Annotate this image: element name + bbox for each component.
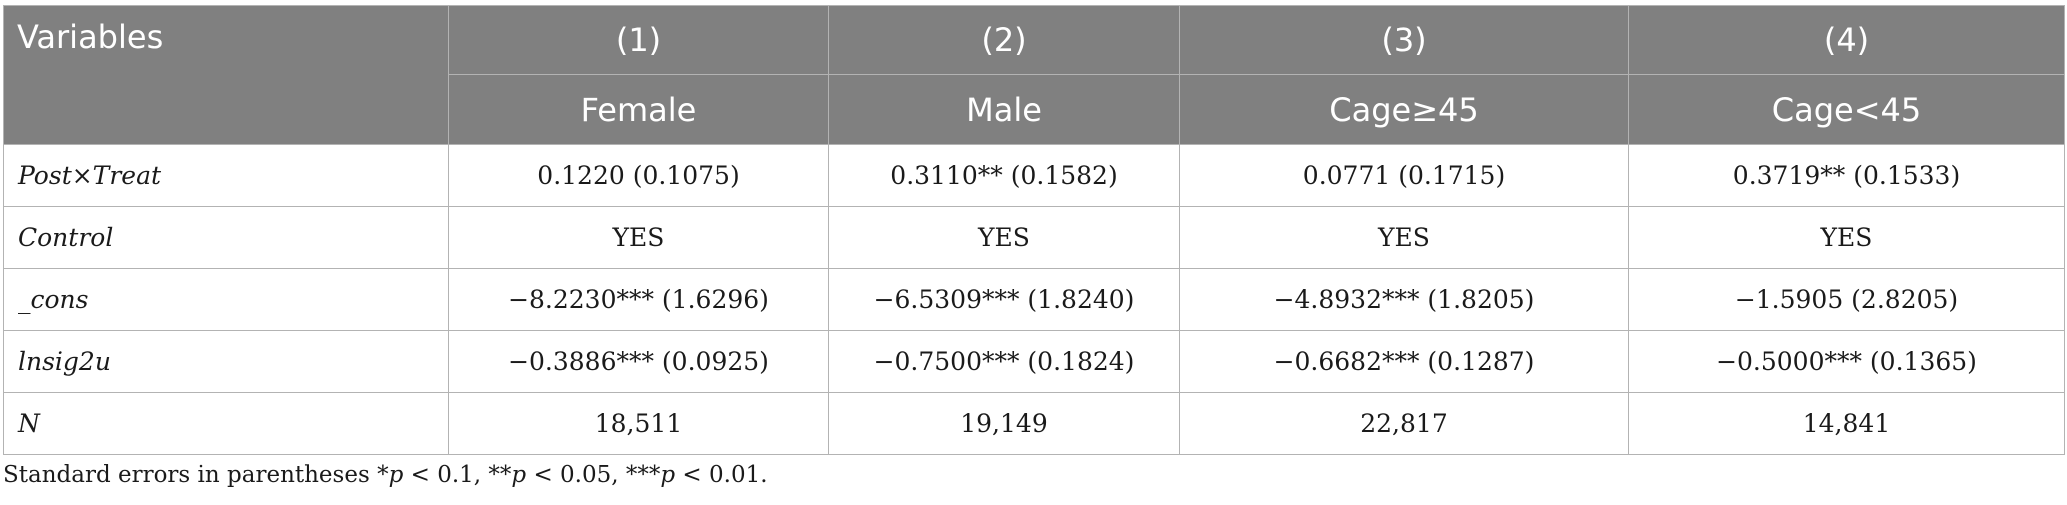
table-row: N 18,511 19,149 22,817 14,841 bbox=[3, 392, 2065, 455]
model-2-header: (2) bbox=[828, 5, 1180, 75]
table-cell: 0.3110** (0.1582) bbox=[828, 144, 1180, 207]
model-4-header: (4) bbox=[1628, 5, 2065, 75]
table-cell: 0.0771 (0.1715) bbox=[1179, 144, 1629, 207]
model-3-header: (3) bbox=[1179, 5, 1629, 75]
table-cell: −1.5905 (2.8205) bbox=[1628, 268, 2065, 331]
row-label: Post×Treat bbox=[3, 144, 449, 207]
table-cell: −8.2230*** (1.6296) bbox=[448, 268, 829, 331]
row-label: lnsig2u bbox=[3, 330, 449, 393]
subgroup-cage-ge45-header: Cage≥45 bbox=[1179, 74, 1629, 145]
subgroup-cage-lt45-header: Cage<45 bbox=[1628, 74, 2065, 145]
footnote-p-symbol: p bbox=[511, 462, 527, 488]
table-cell: YES bbox=[1179, 206, 1629, 269]
table-row: Post×Treat 0.1220 (0.1075) 0.3110** (0.1… bbox=[3, 144, 2065, 207]
table-footnote: Standard errors in parentheses *p < 0.1,… bbox=[3, 462, 768, 488]
table-cell: 19,149 bbox=[828, 392, 1180, 455]
table-cell: −0.5000*** (0.1365) bbox=[1628, 330, 2065, 393]
table-row: lnsig2u −0.3886*** (0.0925) −0.7500*** (… bbox=[3, 330, 2065, 393]
table-cell: −4.8932*** (1.8205) bbox=[1179, 268, 1629, 331]
footnote-p-symbol: p bbox=[660, 462, 676, 488]
table-row: Control YES YES YES YES bbox=[3, 206, 2065, 269]
subgroup-female-header: Female bbox=[448, 74, 829, 145]
row-label: _cons bbox=[3, 268, 449, 331]
table-cell: 22,817 bbox=[1179, 392, 1629, 455]
subgroup-male-header: Male bbox=[828, 74, 1180, 145]
row-label: N bbox=[3, 392, 449, 455]
regression-table: Variables (1) (2) (3) (4) Female Male Ca… bbox=[3, 5, 2065, 455]
footnote-text: < 0.01. bbox=[675, 462, 768, 488]
header-row-model-numbers: Variables (1) (2) (3) (4) bbox=[3, 5, 2065, 145]
table-cell: YES bbox=[448, 206, 829, 269]
variables-header: Variables bbox=[3, 5, 449, 145]
table-cell: −0.7500*** (0.1824) bbox=[828, 330, 1180, 393]
table-cell: −6.5309*** (1.8240) bbox=[828, 268, 1180, 331]
table-cell: −0.6682*** (0.1287) bbox=[1179, 330, 1629, 393]
table-cell: 0.1220 (0.1075) bbox=[448, 144, 829, 207]
table-cell: YES bbox=[828, 206, 1180, 269]
footnote-lead: Standard errors in parentheses * bbox=[3, 462, 389, 488]
footnote-text: < 0.1, ** bbox=[403, 462, 512, 488]
table-cell: 14,841 bbox=[1628, 392, 2065, 455]
header-row-subgroups: Female Male Cage≥45 Cage<45 bbox=[4, 74, 2065, 145]
table-cell: −0.3886*** (0.0925) bbox=[448, 330, 829, 393]
row-label: Control bbox=[3, 206, 449, 269]
model-1-header: (1) bbox=[448, 5, 829, 75]
table-cell: YES bbox=[1628, 206, 2065, 269]
footnote-p-symbol: p bbox=[388, 462, 404, 488]
table-row: _cons −8.2230*** (1.6296) −6.5309*** (1.… bbox=[3, 268, 2065, 331]
table-cell: 18,511 bbox=[448, 392, 829, 455]
table-cell: 0.3719** (0.1533) bbox=[1628, 144, 2065, 207]
footnote-text: < 0.05, *** bbox=[526, 462, 661, 488]
